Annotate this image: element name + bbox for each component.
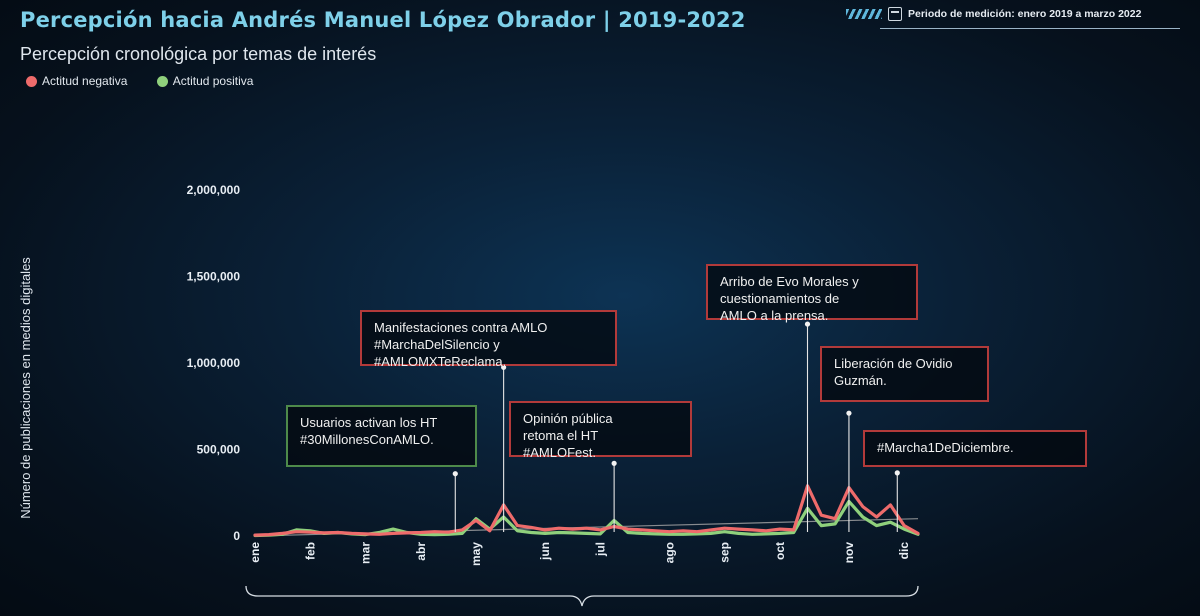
annotation-box: Usuarios activan los HT #30MillonesConAM… (286, 405, 477, 467)
y-tick-label: 1,000,000 (187, 356, 241, 370)
y-axis-label: Número de publicaciones en medios digita… (18, 257, 33, 519)
annotation-box: Liberación de Ovidio Guzmán. (820, 346, 989, 402)
legend-dot-positive (156, 75, 168, 87)
annotation-leader-dot (894, 470, 900, 476)
period-label: Periodo de medición: enero 2019 a marzo … (908, 8, 1142, 20)
y-axis-ticks: 0 500,000 1,000,000 1,500,000 2,000,000 (187, 183, 241, 543)
page-subtitle: Percepción cronológica por temas de inte… (20, 44, 377, 64)
x-tick-label: abr (414, 542, 428, 561)
series-line-negative (253, 484, 920, 537)
x-tick-label: mar (359, 542, 373, 564)
legend-label-negative: Actitud negativa (42, 74, 128, 88)
y-tick-label: 500,000 (197, 443, 241, 457)
annotation-leader-dot (804, 321, 811, 327)
annotation-leaders (452, 321, 900, 532)
annotation-box: Opinión pública retoma el HT #AMLOFest. (509, 401, 692, 460)
stripes-decoration (846, 9, 882, 19)
x-tick-label: feb (303, 542, 317, 560)
annotation-box: Manifestaciones contra AMLO #MarchaDelSi… (360, 310, 617, 369)
x-tick-label: dic (897, 542, 911, 560)
legend-label-positive: Actitud positiva (172, 74, 254, 88)
x-tick-label: jun (538, 542, 552, 561)
chart-legend: Actitud negativa Actitud positiva (26, 74, 279, 90)
annotation-leader-dot (611, 460, 617, 466)
annotation-box: Arribo de Evo Morales y cuestionamientos… (706, 264, 918, 323)
x-tick-label: oct (773, 542, 787, 560)
x-tick-label: jul (593, 542, 607, 557)
x-axis-ticks: ene feb mar abr may jun jul ago sep oct nov dic (248, 542, 911, 566)
x-tick-label: ene (248, 542, 262, 563)
annotation-leader-dot (501, 364, 507, 370)
page-title: Percepción hacia Andrés Manuel López Obr… (20, 8, 746, 32)
x-axis-brace (245, 585, 919, 607)
legend-item-positive: Actitud positiva (156, 74, 254, 88)
annotation-leader-dot (846, 410, 852, 416)
x-tick-label: sep (718, 542, 732, 563)
annotation-leader-dot (452, 471, 458, 477)
series-lines (253, 484, 920, 538)
x-tick-label: may (469, 542, 483, 566)
calendar-icon (888, 7, 902, 21)
y-tick-label: 1,500,000 (187, 270, 241, 284)
y-tick-label: 0 (233, 529, 240, 543)
period-underline (880, 28, 1180, 29)
x-tick-label: ago (662, 542, 676, 563)
legend-dot-negative (26, 75, 37, 87)
x-tick-label: nov (842, 542, 856, 564)
annotation-box: #Marcha1DeDiciembre. (863, 430, 1087, 467)
y-tick-label: 2,000,000 (187, 183, 241, 197)
measurement-period: Periodo de medición: enero 2019 a marzo … (846, 0, 1176, 28)
legend-item-negative: Actitud negativa (26, 74, 127, 88)
